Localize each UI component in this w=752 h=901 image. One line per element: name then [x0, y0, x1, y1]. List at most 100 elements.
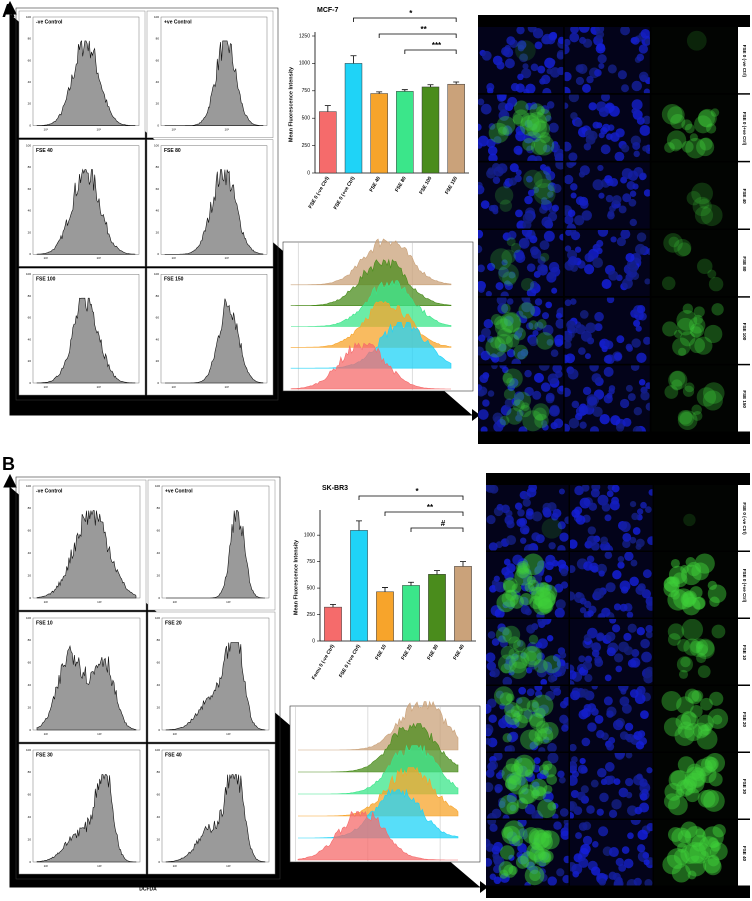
nucleus [500, 404, 512, 416]
dcfda-signal [689, 842, 712, 864]
nucleus [513, 332, 521, 340]
nucleus [564, 215, 574, 225]
nucleus [532, 788, 540, 797]
nucleus [524, 119, 533, 128]
dcfda-signal [494, 333, 513, 353]
nucleus [543, 230, 555, 242]
nucleus [617, 556, 625, 563]
nucleus [547, 876, 557, 886]
nucleus [611, 624, 621, 633]
nucleus [596, 632, 605, 641]
hist-y-tick-label: 100 [26, 15, 31, 19]
nucleus [610, 415, 621, 426]
nucleus [520, 537, 527, 544]
dcfda-signal [512, 114, 523, 125]
nucleus [478, 245, 483, 254]
micrograph-content [651, 94, 737, 161]
dcfda-signal [546, 774, 558, 785]
x-tick-label: FSE 30 [426, 643, 440, 661]
nucleus [633, 150, 640, 158]
dcfda-signal [684, 772, 705, 794]
dcfda-signal [529, 595, 543, 610]
nucleus [525, 232, 533, 240]
dcfda-signal [503, 864, 517, 878]
dcfda-signal [537, 850, 547, 860]
nucleus [506, 36, 516, 46]
nucleus [519, 524, 530, 535]
nucleus [639, 172, 647, 180]
dcfda-signal [662, 854, 682, 875]
nucleus [615, 423, 625, 432]
dcfda-signal [508, 772, 522, 786]
dcfda-signal [680, 591, 697, 608]
nucleus [559, 651, 567, 659]
nucleus [560, 581, 569, 589]
x-tick-label: FSE 20 [400, 643, 414, 661]
dcfda-signal [547, 802, 557, 811]
x-tick-label: FSE 0 (+ve Ctrl) [333, 175, 357, 210]
dcfda-signal [670, 590, 680, 600]
dcfda-signal [694, 115, 712, 134]
dcfda-signal [524, 769, 534, 778]
hist-y-tick-label: 20 [28, 102, 32, 106]
nucleus [567, 368, 579, 380]
dcfda-signal [501, 590, 519, 608]
nucleus [592, 179, 604, 191]
dcfda-signal [538, 764, 550, 775]
nucleus [548, 261, 560, 273]
dcfda-signal [691, 767, 705, 781]
nucleus [619, 731, 629, 740]
nucleus [546, 584, 553, 591]
hist-y-tick-label: 80 [28, 37, 32, 41]
nucleus [541, 74, 551, 85]
significance-label: * [415, 487, 419, 496]
nucleus [570, 679, 575, 685]
nucleus [643, 88, 650, 94]
micrograph [654, 820, 737, 886]
nucleus [629, 689, 639, 698]
nucleus [568, 417, 580, 429]
significance-bracket [384, 511, 464, 516]
dcfda-signal [679, 411, 694, 427]
nucleus [510, 793, 517, 801]
nucleus [639, 778, 648, 787]
nucleus [499, 703, 506, 710]
nucleus [555, 162, 564, 170]
nucleus [504, 398, 514, 408]
nucleus [587, 526, 596, 535]
dcfda-signal [534, 413, 549, 429]
overlay-x-tick-label: 10¹ [291, 867, 302, 874]
sample-label: FSE 10 [36, 620, 53, 626]
micrograph-content [564, 94, 650, 161]
nucleus [486, 138, 496, 148]
micrograph [486, 485, 569, 551]
dcfda-signal [681, 119, 693, 131]
nucleus [559, 532, 569, 542]
dcfda-signal [541, 518, 562, 539]
dcfda-signal [672, 572, 688, 588]
nucleus [527, 642, 538, 653]
dcfda-signal [668, 565, 688, 585]
dcfda-signal [505, 334, 520, 348]
hist-x-tick-label: 10² [44, 864, 48, 868]
nucleus [559, 776, 566, 784]
dcfda-signal [516, 565, 530, 579]
nucleus [578, 857, 589, 868]
nucleus [537, 65, 546, 74]
nucleus [589, 365, 599, 372]
dcfda-signal [696, 728, 718, 750]
dcfda-signal [673, 238, 692, 257]
row-label: FSE 150 [742, 390, 747, 408]
axis-arrow [472, 409, 480, 421]
dcfda-signal [676, 696, 694, 715]
dcfda-signal [502, 625, 521, 644]
nucleus [517, 820, 527, 827]
histogram-shape [36, 168, 136, 255]
nucleus [564, 516, 569, 524]
dcfda-signal [702, 390, 723, 411]
dcfda-signal [679, 331, 696, 347]
dcfda-signal [498, 861, 514, 876]
nucleus [492, 176, 501, 184]
dcfda-signal [529, 103, 545, 119]
nucleus [591, 642, 602, 652]
